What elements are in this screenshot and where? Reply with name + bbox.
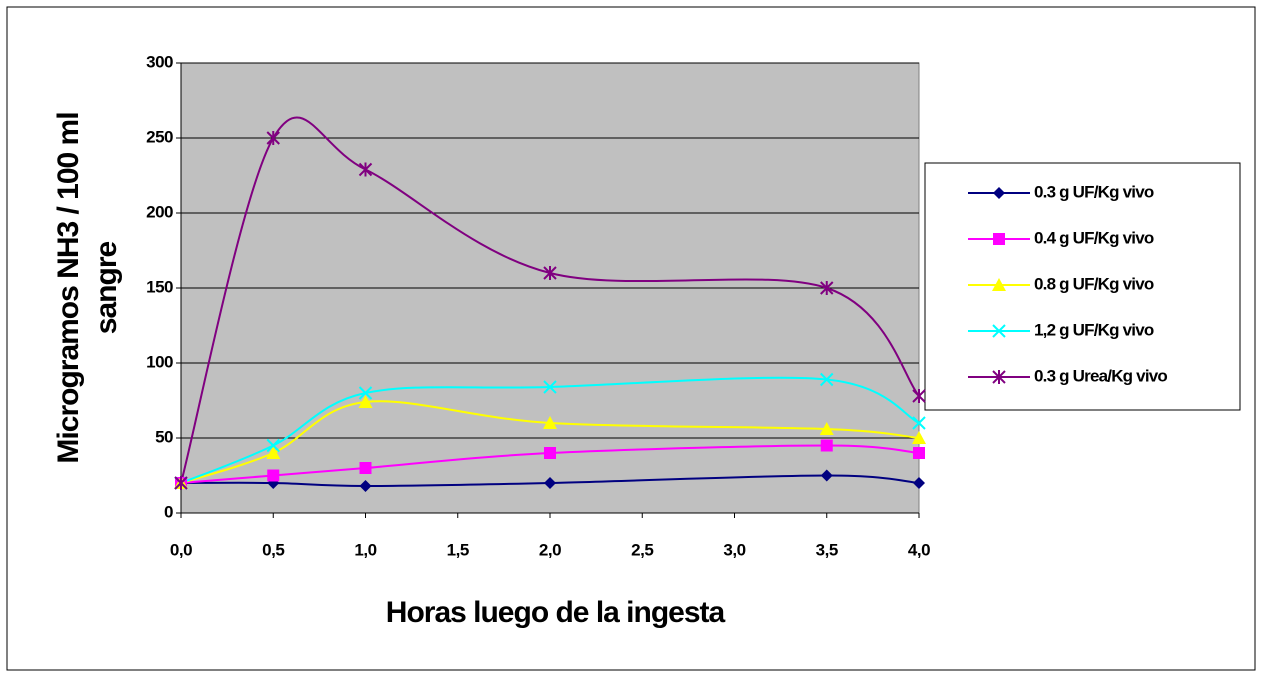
data-point bbox=[544, 447, 556, 459]
x-tick-label: 1,5 bbox=[447, 540, 469, 559]
data-point bbox=[543, 416, 557, 429]
y-tick-label: 50 bbox=[155, 427, 173, 446]
y-tick-label: 150 bbox=[146, 277, 173, 296]
data-point bbox=[912, 389, 926, 403]
data-point bbox=[820, 469, 833, 482]
data-point bbox=[544, 477, 556, 489]
x-tick-label: 2,0 bbox=[539, 540, 561, 559]
data-point bbox=[359, 480, 372, 492]
legend-label: 0.3 g Urea/Kg vivo bbox=[1034, 366, 1167, 385]
legend-marker bbox=[993, 233, 1005, 245]
data-point bbox=[266, 438, 280, 453]
x-tick-label: 4,0 bbox=[908, 540, 930, 559]
legend-label: 0.3 g UF/Kg vivo bbox=[1034, 182, 1154, 201]
legend-label: 0.4 g UF/Kg vivo bbox=[1034, 228, 1154, 247]
data-point bbox=[358, 395, 373, 408]
legend bbox=[924, 162, 1241, 411]
data-point bbox=[266, 131, 280, 145]
data-point bbox=[912, 416, 926, 430]
data-point bbox=[913, 447, 925, 459]
x-tick-label: 1,0 bbox=[354, 540, 376, 559]
y-tick-label: 250 bbox=[146, 127, 173, 146]
data-point bbox=[543, 266, 557, 280]
y-tick-label: 100 bbox=[146, 352, 173, 371]
y-axis-title: sangre bbox=[90, 242, 123, 335]
data-point bbox=[913, 477, 925, 489]
y-tick-label: 0 bbox=[164, 502, 173, 521]
data-point bbox=[543, 380, 557, 394]
data-point bbox=[820, 372, 834, 387]
legend-marker bbox=[992, 324, 1006, 338]
y-tick-label: 300 bbox=[146, 52, 173, 71]
y-axis-title: Microgramos NH3 / 100 ml bbox=[52, 112, 85, 463]
legend-label: 0.8 g UF/Kg vivo bbox=[1034, 274, 1154, 293]
data-point bbox=[174, 476, 188, 490]
legend-marker bbox=[993, 187, 1005, 199]
data-point bbox=[267, 469, 280, 482]
x-axis-title: Horas luego de la ingesta bbox=[386, 596, 726, 629]
data-point bbox=[358, 386, 373, 400]
data-point bbox=[819, 422, 834, 435]
data-point bbox=[358, 162, 373, 177]
x-tick-label: 3,5 bbox=[816, 540, 838, 559]
data-point bbox=[912, 431, 926, 444]
x-tick-label: 0,0 bbox=[170, 540, 192, 559]
data-point bbox=[820, 439, 833, 452]
x-tick-label: 2,5 bbox=[631, 540, 653, 559]
data-point bbox=[820, 281, 834, 295]
x-tick-label: 3,0 bbox=[723, 540, 745, 559]
legend-marker bbox=[992, 370, 1006, 384]
y-tick-label: 200 bbox=[146, 202, 173, 221]
legend-label: 1,2 g UF/Kg vivo bbox=[1034, 320, 1154, 339]
data-point bbox=[359, 462, 372, 474]
legend-marker bbox=[992, 278, 1006, 291]
x-tick-label: 0,5 bbox=[262, 540, 284, 559]
data-point bbox=[266, 446, 281, 459]
